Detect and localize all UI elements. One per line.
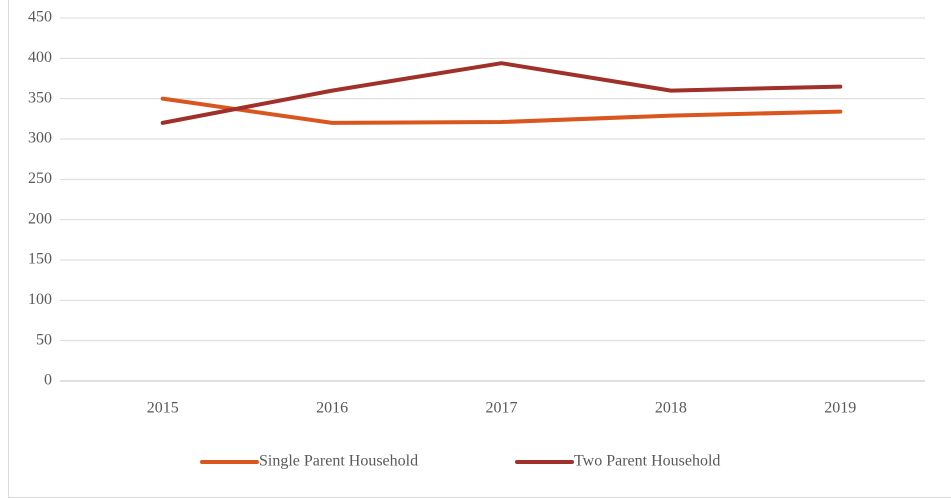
y-tick-label: 100: [28, 291, 52, 308]
y-tick-label: 250: [28, 170, 52, 187]
y-tick-label: 200: [28, 210, 52, 227]
legend-label: Two Parent Household: [574, 453, 720, 470]
y-tick-label: 0: [44, 372, 52, 389]
y-tick-label: 300: [28, 130, 52, 147]
y-tick-label: 150: [28, 251, 52, 268]
y-tick-label: 350: [28, 89, 52, 106]
series-line: [160, 61, 843, 125]
x-tick-label: 2018: [655, 400, 687, 417]
x-tick-label: 2016: [316, 400, 348, 417]
x-tick-label: 2017: [486, 400, 518, 417]
x-tick-label: 2019: [824, 400, 856, 417]
y-tick-label: 50: [36, 331, 52, 348]
series-line: [160, 96, 843, 125]
x-tick-label: 2015: [147, 400, 179, 417]
y-tick-label: 400: [28, 49, 52, 66]
legend-label: Single Parent Household: [259, 453, 418, 470]
y-tick-label: 450: [28, 9, 52, 26]
chart-frame: [8, 0, 951, 498]
